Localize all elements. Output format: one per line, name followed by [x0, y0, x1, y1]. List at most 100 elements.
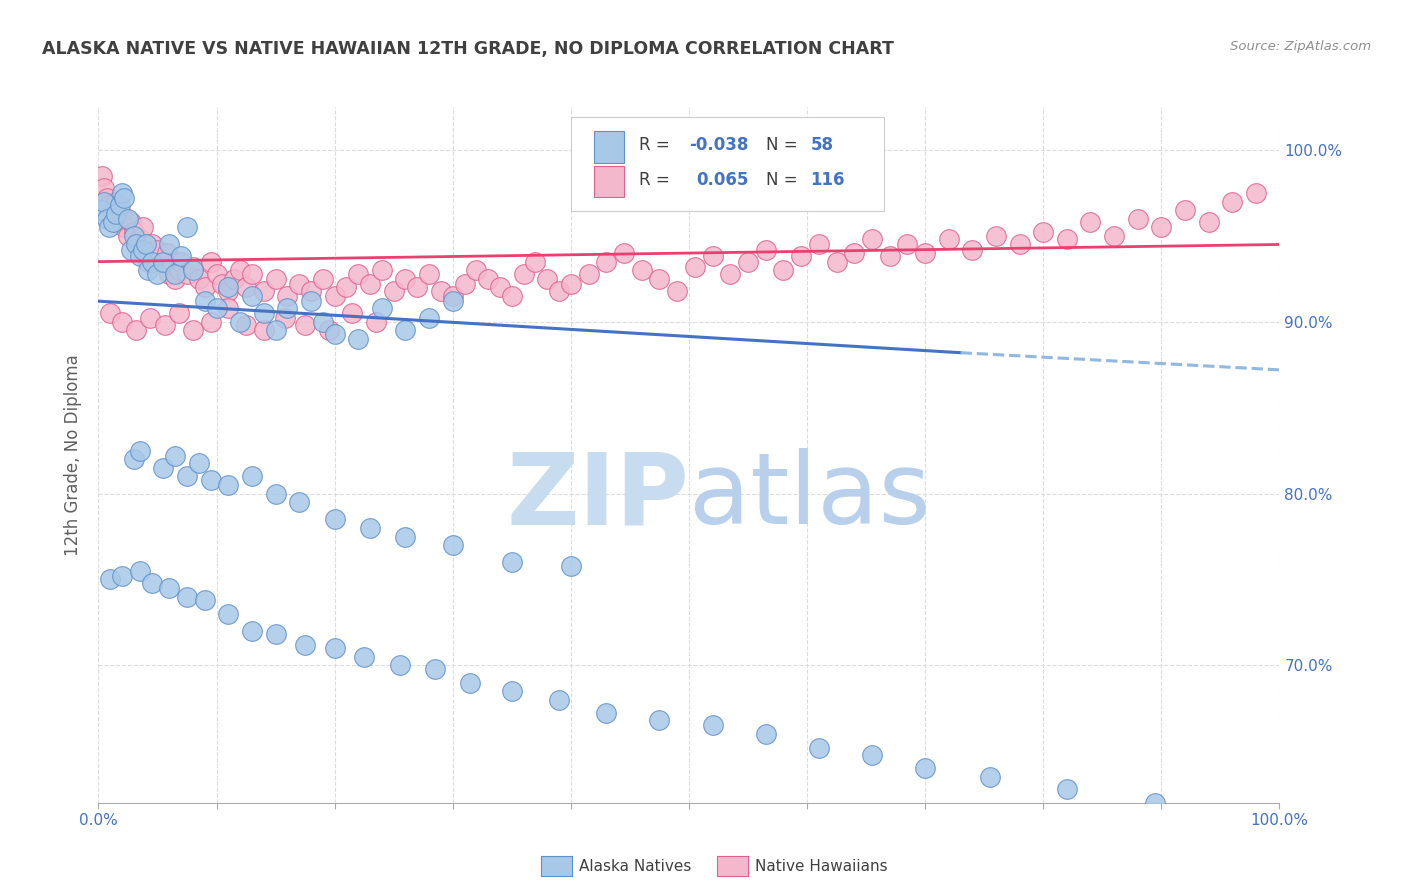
Point [938, 232, 960, 246]
Point [141, 237, 163, 252]
Y-axis label: 12th Grade, No Diploma: 12th Grade, No Diploma [65, 354, 83, 556]
Point [135, 237, 157, 252]
Point [962, 243, 984, 257]
Point [359, 521, 381, 535]
Point [364, 315, 387, 329]
Point [128, 564, 150, 578]
Point [91, 169, 114, 183]
Point [194, 280, 217, 294]
Point [176, 267, 198, 281]
Point [93, 194, 115, 209]
Point [914, 761, 936, 775]
Point [453, 277, 475, 291]
Point [111, 569, 134, 583]
Point [96, 191, 118, 205]
Point [125, 237, 148, 252]
Point [253, 306, 276, 320]
Point [240, 624, 263, 638]
Point [146, 267, 169, 281]
Text: N =: N = [766, 171, 803, 189]
Point [224, 272, 246, 286]
Point [1102, 228, 1125, 243]
Point [548, 692, 571, 706]
Point [807, 237, 830, 252]
Point [91, 203, 114, 218]
Point [264, 272, 287, 286]
Point [460, 675, 482, 690]
Point [477, 272, 499, 286]
Point [1244, 186, 1267, 200]
Point [423, 662, 446, 676]
Point [318, 323, 340, 337]
Text: ZIP: ZIP [506, 448, 689, 545]
Text: R =: R = [640, 136, 675, 154]
Point [156, 246, 179, 260]
Point [240, 289, 263, 303]
Point [294, 318, 316, 333]
Point [111, 208, 134, 222]
Point [125, 323, 148, 337]
Point [152, 254, 174, 268]
Point [294, 638, 316, 652]
Point [253, 323, 276, 337]
Point [152, 254, 174, 268]
Point [371, 301, 394, 315]
Point [122, 226, 145, 240]
Point [441, 289, 464, 303]
Point [96, 211, 118, 226]
Point [117, 228, 139, 243]
Point [136, 263, 159, 277]
Point [501, 289, 523, 303]
Point [666, 284, 689, 298]
Point [139, 311, 162, 326]
Point [323, 289, 346, 303]
Point [441, 294, 464, 309]
Point [276, 301, 298, 315]
Point [176, 220, 198, 235]
Point [648, 272, 671, 286]
Point [217, 284, 239, 298]
Point [165, 449, 187, 463]
Point [143, 250, 166, 264]
Point [1008, 237, 1031, 252]
Point [264, 486, 287, 500]
Point [141, 254, 163, 268]
Point [501, 555, 523, 569]
Point [194, 593, 217, 607]
Point [211, 277, 233, 291]
Point [394, 272, 416, 286]
Point [860, 232, 883, 246]
Point [702, 718, 724, 732]
Point [98, 198, 121, 212]
Point [125, 237, 148, 252]
Point [1126, 211, 1149, 226]
Point [135, 246, 157, 260]
Point [347, 267, 370, 281]
Point [807, 740, 830, 755]
Point [240, 469, 263, 483]
Point [347, 332, 370, 346]
Point [418, 267, 440, 281]
Text: Alaska Natives: Alaska Natives [579, 859, 692, 873]
Text: atlas: atlas [689, 448, 931, 545]
Text: 58: 58 [811, 136, 834, 154]
Point [737, 254, 759, 268]
Point [1056, 782, 1078, 797]
FancyBboxPatch shape [571, 118, 884, 211]
Point [371, 263, 394, 277]
Point [112, 220, 135, 235]
Point [157, 581, 180, 595]
Point [772, 263, 794, 277]
Text: Native Hawaiians: Native Hawaiians [755, 859, 887, 873]
Point [170, 250, 193, 264]
Point [165, 267, 187, 281]
Point [1032, 226, 1054, 240]
Bar [595, 166, 624, 197]
Point [844, 246, 866, 260]
Point [128, 250, 150, 264]
Text: N =: N = [766, 136, 803, 154]
Point [578, 267, 600, 281]
Point [312, 315, 335, 329]
Point [560, 558, 582, 573]
Point [235, 280, 257, 294]
